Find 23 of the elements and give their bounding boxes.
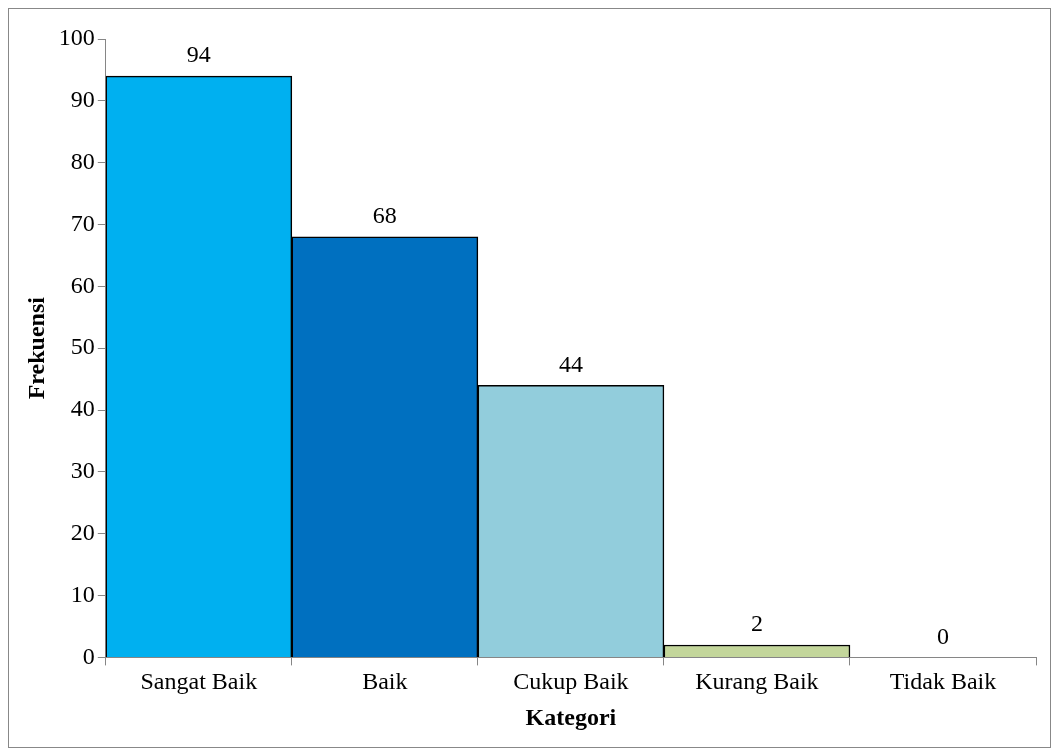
- y-tick-label: 60: [70, 271, 95, 298]
- y-tick-label: 30: [70, 457, 95, 484]
- y-tick-label: 0: [82, 642, 95, 669]
- y-tick-label: 50: [70, 333, 95, 360]
- y-tick-label: 40: [70, 395, 95, 422]
- y-tick-label: 10: [70, 580, 95, 607]
- data-label: 94: [186, 41, 211, 68]
- data-label: 68: [372, 202, 397, 229]
- x-tick-label: Baik: [362, 668, 408, 695]
- y-tick-label: 80: [70, 147, 95, 174]
- y-tick-label: 90: [70, 86, 95, 113]
- data-label: 2: [750, 610, 763, 637]
- y-tick-label: 100: [58, 24, 95, 51]
- y-tick-label: 20: [70, 519, 95, 546]
- data-label: 0: [936, 622, 949, 649]
- data-label: 44: [558, 350, 583, 377]
- y-tick-label: 70: [70, 209, 95, 236]
- x-axis-title: Kategori: [525, 703, 617, 730]
- x-tick-label: Sangat Baik: [140, 668, 258, 695]
- y-axis-title: Frekuensi: [22, 296, 49, 400]
- x-tick-label: Kurang Baik: [695, 668, 819, 695]
- x-tick-label: Cukup Baik: [513, 668, 629, 695]
- x-tick-label: Tidak Baik: [889, 668, 997, 695]
